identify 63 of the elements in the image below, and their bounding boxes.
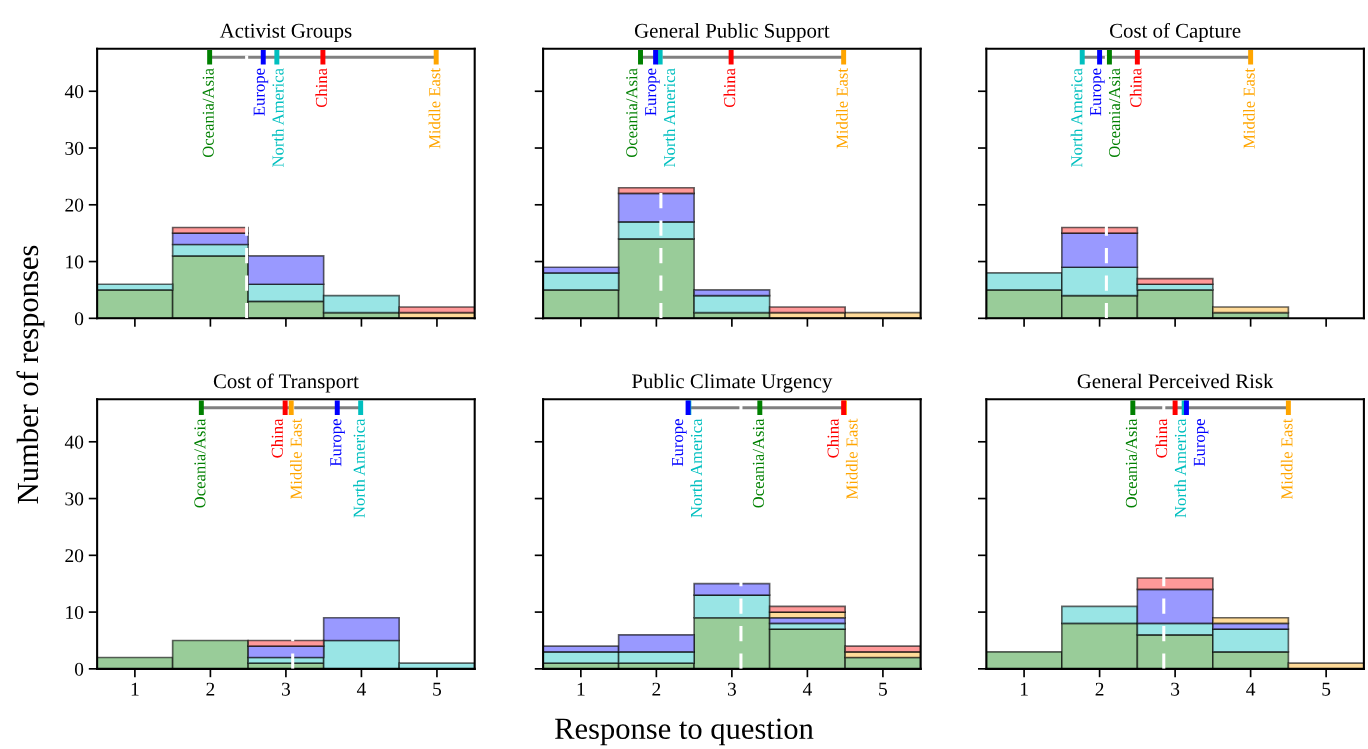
y-tick-label: 20: [65, 198, 84, 212]
x-tick-label: 5: [433, 682, 442, 696]
text: North America: [1174, 418, 1187, 518]
text: Middle East: [428, 68, 441, 149]
text: China: [315, 68, 328, 108]
text: Oceania/Asia: [194, 418, 206, 508]
x-tick-label: 2: [206, 682, 215, 696]
x-tick-label: 2: [652, 682, 661, 696]
y-tick-label: 10: [66, 255, 84, 269]
text: Europe: [1193, 419, 1209, 467]
text: Europe: [1090, 68, 1105, 116]
chart-title: Cost of Capture: [1110, 22, 1241, 43]
text: North America: [353, 418, 365, 518]
text: Europe: [253, 68, 269, 116]
y-tick-label: 30: [65, 492, 84, 506]
text: Europe: [672, 419, 687, 467]
text: Middle East: [1243, 68, 1255, 149]
text: China: [271, 418, 283, 458]
text: Oceania/Asia: [752, 418, 764, 508]
y-tick-label: 20: [65, 549, 84, 563]
x-tick-label: 1: [1020, 682, 1028, 696]
text: Oceania/Asia: [626, 68, 638, 158]
chart-title: Activist Groups: [219, 23, 352, 43]
y-axis-title: Number of responses: [16, 245, 45, 504]
x-tick-label: 1: [577, 682, 585, 696]
x-tick-label: 4: [356, 682, 366, 696]
y-tick-label: 40: [64, 435, 84, 449]
text: North America: [690, 418, 703, 518]
chart-title: Cost of Transport: [213, 373, 359, 393]
text: China: [723, 68, 736, 108]
text: China: [1129, 68, 1142, 108]
chart-title: General Public Support: [634, 23, 830, 43]
x-tick-label: 3: [281, 682, 291, 696]
text: Middle East: [845, 418, 858, 500]
x-tick-label: 3: [727, 682, 736, 696]
text: China: [1155, 418, 1168, 458]
text: Oceania/Asia: [1125, 418, 1137, 508]
y-tick-label: 30: [65, 141, 84, 155]
x-axis-title: Response to question: [555, 718, 814, 746]
chart-title: Public Climate Urgency: [631, 373, 833, 393]
x-tick-label: 5: [879, 682, 888, 696]
text: China: [827, 418, 839, 458]
x-tick-label: 1: [131, 682, 139, 696]
chart-title: General Perceived Risk: [1077, 373, 1274, 389]
y-tick-label: 10: [66, 605, 84, 620]
y-tick-label: 40: [64, 85, 84, 99]
x-tick-label: 4: [802, 682, 812, 696]
x-tick-label: 3: [1171, 682, 1180, 696]
text: North America: [663, 68, 676, 168]
text: Oceania/Asia: [202, 68, 214, 158]
text: North America: [1070, 68, 1083, 168]
text: North America: [271, 68, 284, 168]
text: Middle East: [1280, 418, 1293, 500]
text: Oceania/Asia: [1108, 68, 1121, 158]
x-tick-label: 4: [1246, 682, 1256, 696]
text: Europe: [330, 419, 345, 467]
text: Middle East: [836, 68, 848, 149]
text: Middle East: [290, 418, 302, 500]
text: Europe: [645, 68, 660, 116]
y-tick-label: 0: [74, 662, 84, 676]
x-tick-label: 2: [1095, 682, 1104, 696]
y-tick-label: 0: [74, 312, 84, 326]
x-tick-label: 5: [1322, 682, 1331, 696]
